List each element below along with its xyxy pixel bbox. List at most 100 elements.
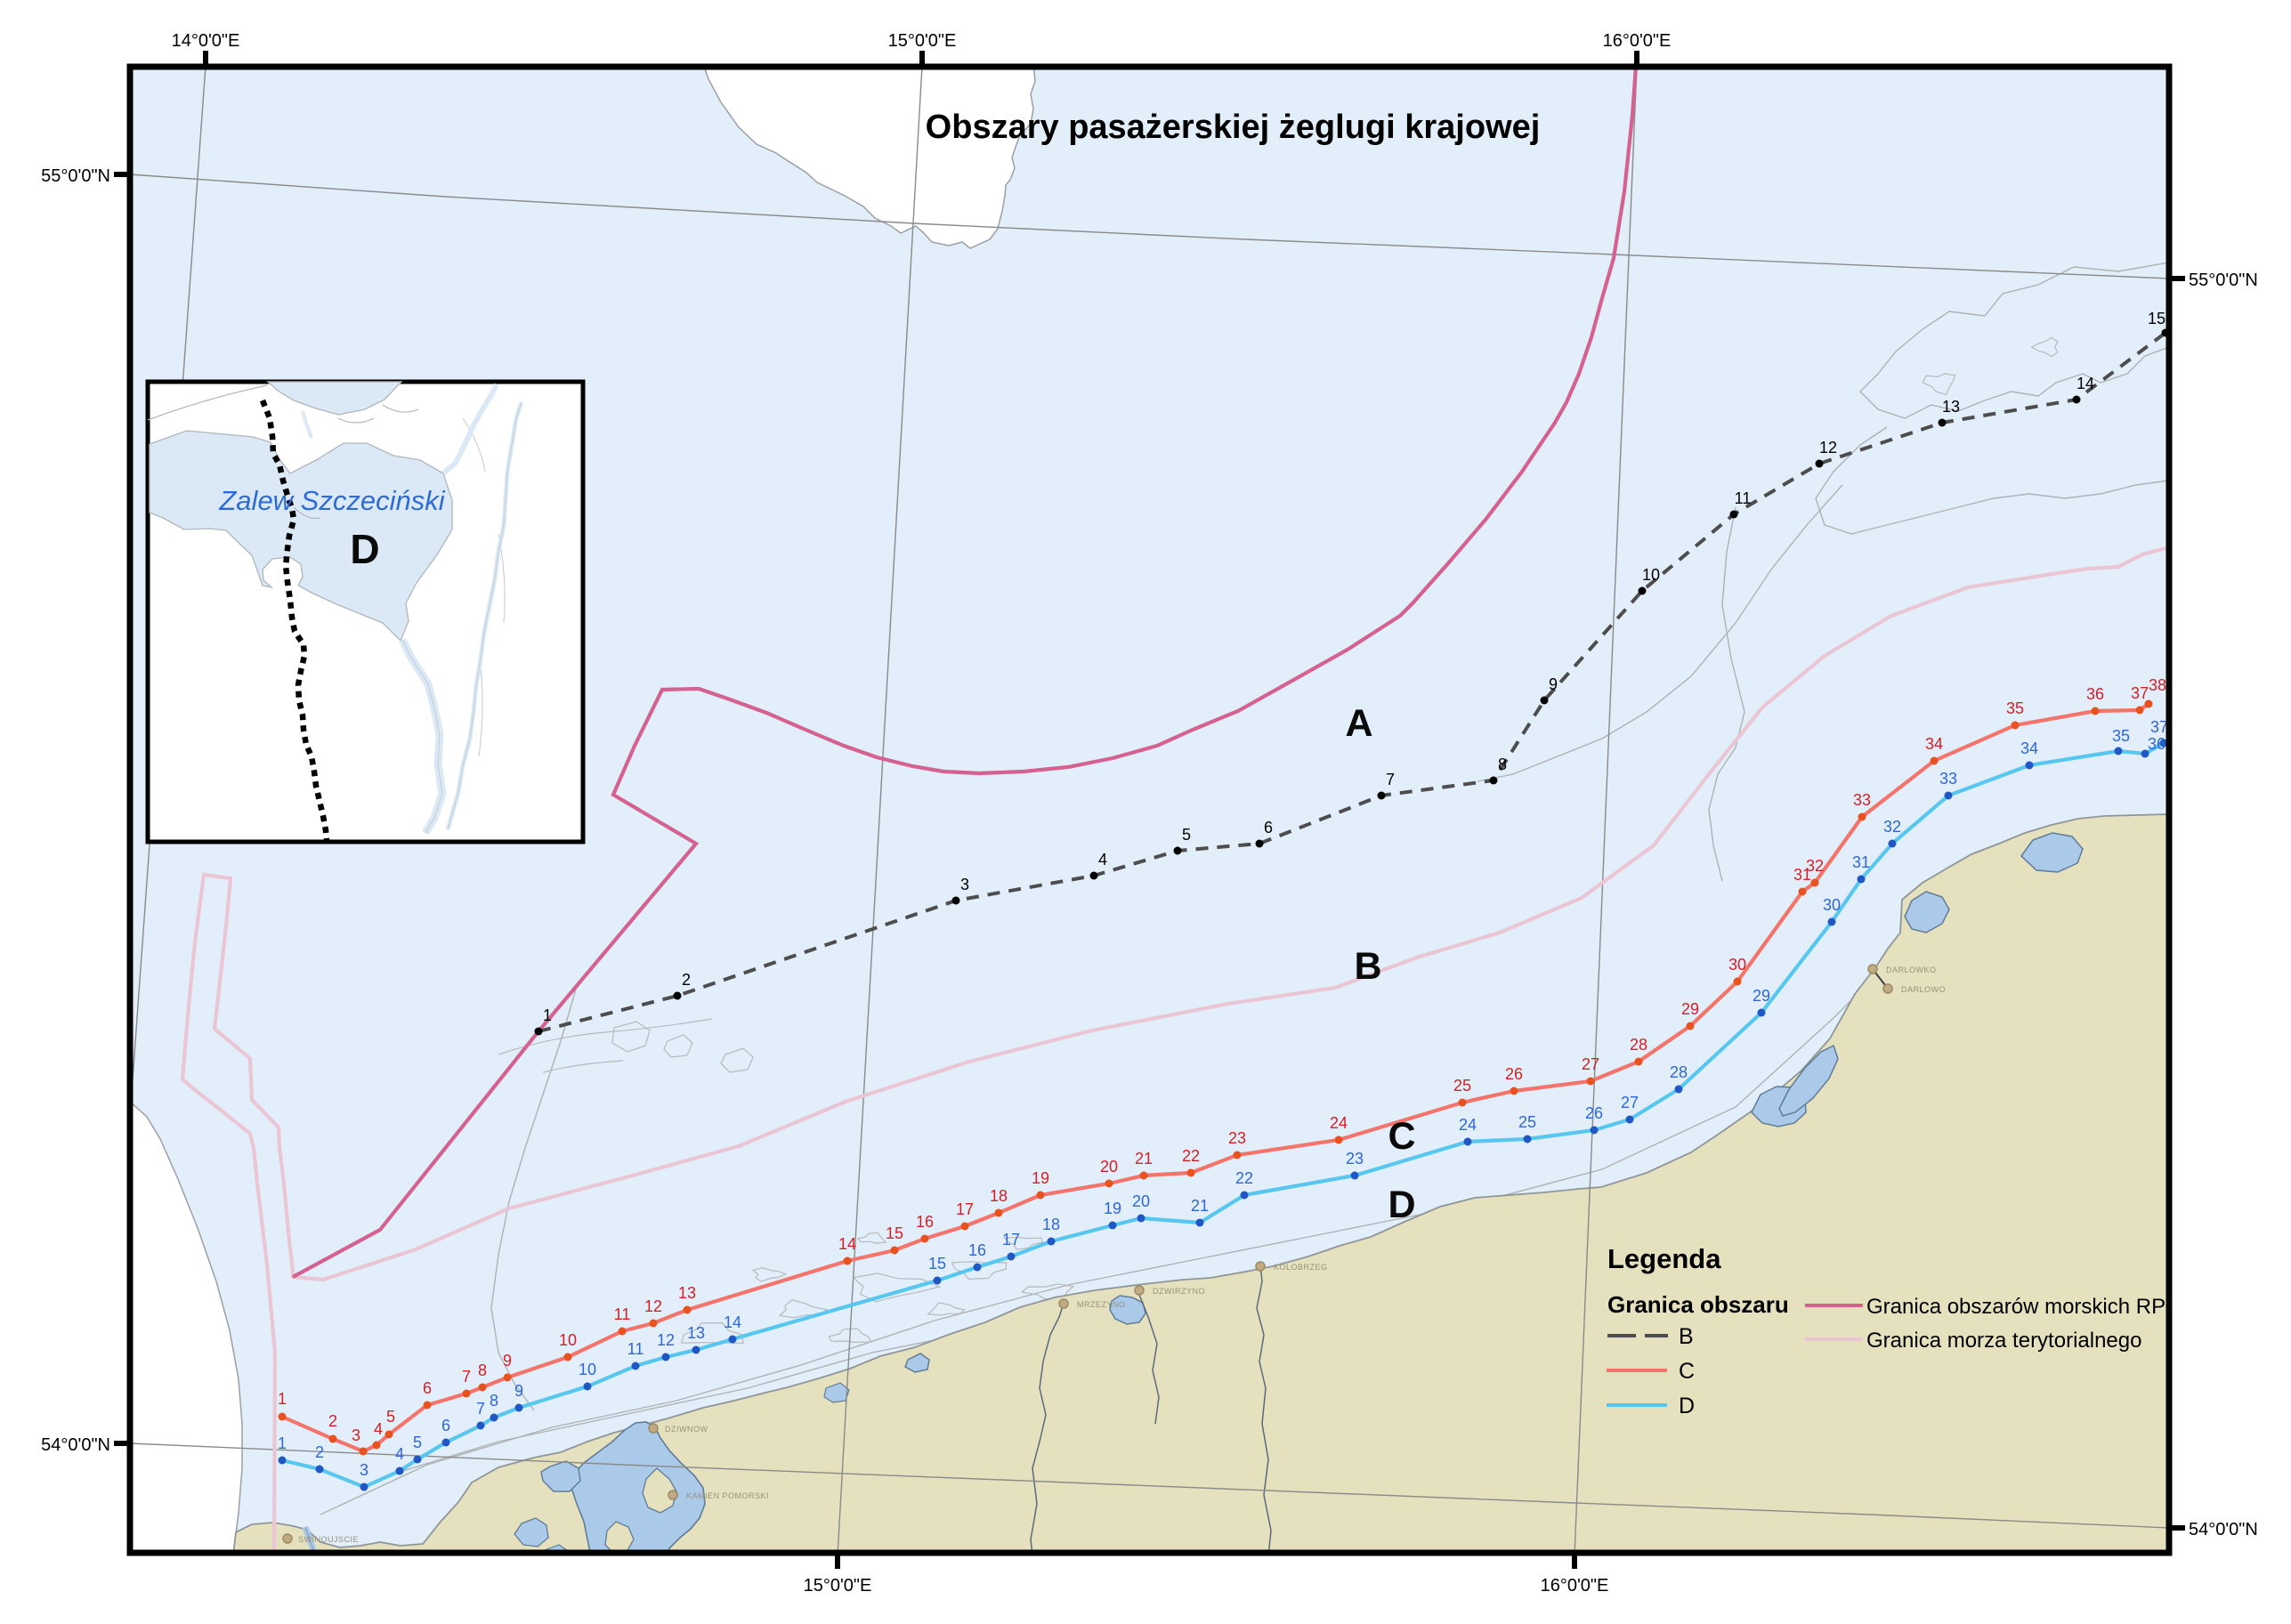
svg-text:2: 2 xyxy=(328,1412,337,1430)
svg-text:30: 30 xyxy=(1728,956,1746,974)
svg-text:25: 25 xyxy=(1453,1077,1471,1095)
svg-text:24: 24 xyxy=(1459,1116,1477,1134)
svg-text:26: 26 xyxy=(1585,1104,1603,1122)
svg-text:MRZEZYNO: MRZEZYNO xyxy=(1077,1300,1126,1309)
svg-text:1: 1 xyxy=(278,1390,287,1408)
svg-text:17: 17 xyxy=(1002,1231,1020,1248)
svg-text:15°0'0"E: 15°0'0"E xyxy=(888,31,957,51)
svg-text:11: 11 xyxy=(614,1305,631,1323)
svg-text:DZIWNOW: DZIWNOW xyxy=(665,1425,708,1434)
svg-text:16°0'0"E: 16°0'0"E xyxy=(1603,31,1672,51)
svg-text:Zalew Szczeciński: Zalew Szczeciński xyxy=(218,485,445,516)
svg-text:16°0'0"E: 16°0'0"E xyxy=(1541,1576,1609,1596)
svg-text:13: 13 xyxy=(687,1324,705,1342)
svg-text:12: 12 xyxy=(644,1297,662,1315)
svg-text:4: 4 xyxy=(1098,851,1107,869)
svg-text:35: 35 xyxy=(2112,727,2130,745)
svg-text:A: A xyxy=(1345,702,1372,745)
svg-text:6: 6 xyxy=(1264,819,1273,836)
svg-text:14: 14 xyxy=(838,1235,856,1253)
svg-text:33: 33 xyxy=(1853,791,1871,809)
svg-text:24: 24 xyxy=(1330,1114,1348,1132)
svg-text:3: 3 xyxy=(960,876,969,893)
svg-text:11: 11 xyxy=(627,1340,644,1358)
svg-text:11: 11 xyxy=(1735,489,1752,507)
svg-text:26: 26 xyxy=(1505,1065,1523,1083)
svg-text:55°0'0"N: 55°0'0"N xyxy=(41,166,110,186)
svg-text:Obszary pasażerskiej żeglugi k: Obszary pasażerskiej żeglugi krajowej xyxy=(926,109,1541,146)
svg-text:22: 22 xyxy=(1235,1169,1253,1187)
svg-text:13: 13 xyxy=(1942,398,1960,416)
svg-text:20: 20 xyxy=(1132,1192,1150,1210)
svg-text:22: 22 xyxy=(1182,1147,1200,1165)
svg-text:5: 5 xyxy=(386,1408,395,1426)
svg-text:14°0'0"E: 14°0'0"E xyxy=(172,31,240,51)
svg-text:3: 3 xyxy=(352,1426,360,1444)
svg-text:21: 21 xyxy=(1191,1197,1209,1215)
svg-text:54°0'0"N: 54°0'0"N xyxy=(41,1435,110,1455)
svg-text:30: 30 xyxy=(1823,896,1841,914)
svg-text:38: 38 xyxy=(2149,676,2166,694)
svg-text:D: D xyxy=(350,526,379,572)
svg-text:55°0'0"N: 55°0'0"N xyxy=(2189,271,2258,290)
svg-text:1: 1 xyxy=(278,1434,287,1452)
svg-text:9: 9 xyxy=(503,1352,512,1369)
svg-text:16: 16 xyxy=(968,1241,986,1259)
svg-text:KOLOBRZEG: KOLOBRZEG xyxy=(1274,1263,1328,1272)
svg-text:15: 15 xyxy=(928,1255,946,1273)
svg-text:Legenda: Legenda xyxy=(1607,1243,1721,1274)
svg-text:DARLOWKO: DARLOWKO xyxy=(1886,966,1937,974)
svg-text:DZWIRZYNO: DZWIRZYNO xyxy=(1153,1287,1205,1296)
svg-text:25: 25 xyxy=(1518,1113,1536,1131)
svg-text:32: 32 xyxy=(1806,857,1824,875)
svg-text:27: 27 xyxy=(1582,1055,1599,1073)
svg-text:27: 27 xyxy=(1621,1094,1639,1111)
svg-text:5: 5 xyxy=(413,1434,422,1451)
svg-text:10: 10 xyxy=(1642,566,1660,584)
svg-text:7: 7 xyxy=(476,1400,485,1418)
svg-text:12: 12 xyxy=(657,1331,675,1349)
svg-text:KAMIEN POMORSKI: KAMIEN POMORSKI xyxy=(686,1491,769,1500)
svg-text:14: 14 xyxy=(724,1313,741,1331)
svg-text:Granica obszaru: Granica obszaru xyxy=(1607,1291,1789,1318)
svg-text:Granica obszarów morskich RP: Granica obszarów morskich RP xyxy=(1866,1295,2166,1319)
svg-text:28: 28 xyxy=(1670,1063,1688,1081)
svg-text:8: 8 xyxy=(490,1392,498,1410)
svg-text:5: 5 xyxy=(1182,826,1191,844)
svg-text:15: 15 xyxy=(886,1224,903,1242)
svg-text:B: B xyxy=(1354,945,1381,988)
svg-text:C: C xyxy=(1388,1115,1415,1158)
svg-text:B: B xyxy=(1679,1324,1694,1349)
svg-text:31: 31 xyxy=(1852,853,1870,871)
svg-text:36: 36 xyxy=(2086,685,2104,703)
svg-text:7: 7 xyxy=(462,1368,471,1386)
svg-text:8: 8 xyxy=(1498,755,1507,773)
svg-text:20: 20 xyxy=(1100,1158,1118,1176)
svg-text:1: 1 xyxy=(543,1006,552,1024)
svg-text:19: 19 xyxy=(1032,1169,1049,1187)
svg-text:29: 29 xyxy=(1681,1000,1699,1018)
svg-text:21: 21 xyxy=(1135,1150,1153,1168)
svg-text:29: 29 xyxy=(1753,987,1770,1005)
svg-text:23: 23 xyxy=(1228,1129,1246,1147)
svg-text:6: 6 xyxy=(441,1417,450,1434)
svg-text:SWINOUJSCIE: SWINOUJSCIE xyxy=(298,1535,359,1544)
svg-text:31: 31 xyxy=(1793,866,1811,884)
svg-text:8: 8 xyxy=(478,1361,487,1379)
svg-text:13: 13 xyxy=(678,1284,696,1302)
svg-text:2: 2 xyxy=(315,1443,324,1461)
svg-text:36: 36 xyxy=(2148,735,2166,753)
svg-text:4: 4 xyxy=(374,1420,383,1438)
svg-text:15°0'0"E: 15°0'0"E xyxy=(804,1576,872,1596)
svg-text:4: 4 xyxy=(395,1445,404,1463)
svg-text:23: 23 xyxy=(1346,1150,1364,1168)
svg-text:3: 3 xyxy=(360,1461,368,1479)
svg-text:17: 17 xyxy=(956,1200,974,1218)
svg-text:9: 9 xyxy=(514,1382,523,1400)
svg-text:12: 12 xyxy=(1819,439,1837,456)
svg-text:37: 37 xyxy=(2131,684,2149,702)
svg-text:15: 15 xyxy=(2148,310,2166,327)
svg-text:D: D xyxy=(1679,1394,1695,1418)
svg-text:37: 37 xyxy=(2150,718,2168,736)
svg-text:D: D xyxy=(1388,1184,1415,1226)
